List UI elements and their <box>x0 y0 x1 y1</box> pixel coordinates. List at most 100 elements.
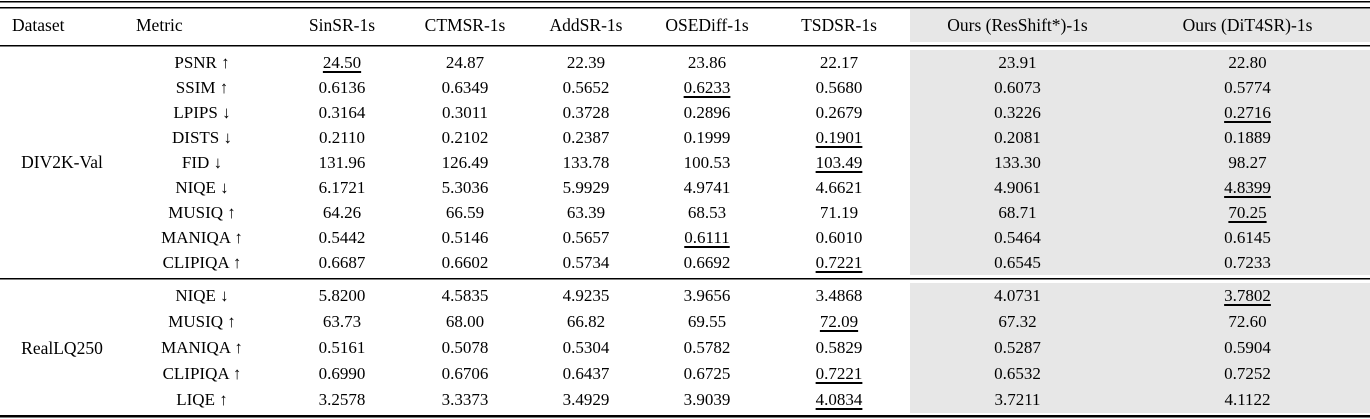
value-cell: 6.1721 <box>318 177 366 197</box>
value-cell: 0.6706 <box>441 364 489 383</box>
metric-label: PSNR ↑ <box>174 52 230 72</box>
value-cell: 68.71 <box>910 200 1125 225</box>
table-row: MANIQA ↑ 0.5442 0.5146 0.5657 0.6111 0.6010 0.… <box>0 225 1370 250</box>
value-cell: 0.7221 <box>815 364 863 383</box>
value-cell: 103.49 <box>815 152 863 172</box>
value-cell: 4.9235 <box>562 286 610 305</box>
value-cell: 22.80 <box>1125 50 1370 75</box>
value-cell: 63.39 <box>566 202 606 222</box>
value-cell: 0.6136 <box>318 77 366 97</box>
value-cell: 4.0731 <box>910 283 1125 309</box>
value-cell: 0.6602 <box>441 252 489 272</box>
value-cell: 0.6990 <box>318 364 366 383</box>
value-cell: 66.82 <box>566 312 606 331</box>
value-cell: 0.5829 <box>815 338 863 357</box>
value-cell: 131.96 <box>318 152 366 172</box>
value-cell: 0.3164 <box>318 102 366 122</box>
column-header-osediff-1s: OSEDiff-1s <box>665 15 749 35</box>
table-row: LPIPS ↓ 0.3164 0.3011 0.3728 0.2896 0.2679 0.3… <box>0 100 1370 125</box>
value-cell: 3.3373 <box>441 390 489 409</box>
column-header-tsdsr-1s: TSDSR-1s <box>801 15 877 35</box>
value-cell: 126.49 <box>441 152 489 172</box>
metric-label: LIQE ↑ <box>176 390 228 409</box>
value-cell: 100.53 <box>683 152 731 172</box>
value-cell: 22.17 <box>819 52 859 72</box>
column-header-sinsr-1s: SinSR-1s <box>308 15 376 35</box>
value-cell: 0.1889 <box>1125 125 1370 150</box>
table-header: Dataset Metric SinSR-1s CTMSR-1s AddSR-1s OSE… <box>0 0 1370 50</box>
value-cell: 0.5161 <box>318 338 366 357</box>
value-cell: 4.8399 <box>1125 175 1370 200</box>
header-rule <box>0 42 1370 50</box>
metric-label: MANIQA ↑ <box>161 227 243 247</box>
value-cell: 23.91 <box>910 50 1125 75</box>
value-cell: 0.2896 <box>683 102 731 122</box>
value-cell: 4.6621 <box>815 177 863 197</box>
value-cell: 0.3226 <box>910 100 1125 125</box>
metric-label: MUSIQ ↑ <box>168 202 236 222</box>
section-rule <box>0 275 1370 283</box>
metric-label: FID ↓ <box>181 152 223 172</box>
value-cell: 3.4929 <box>562 390 610 409</box>
value-cell: 5.3036 <box>441 177 489 197</box>
value-cell: 0.2679 <box>815 102 863 122</box>
column-header-metric: Metric <box>136 15 183 35</box>
value-cell: 0.7233 <box>1125 250 1370 275</box>
value-cell: 0.5078 <box>441 338 489 357</box>
value-cell: 0.5734 <box>562 252 610 272</box>
table-row: SSIM ↑ 0.6136 0.6349 0.5652 0.6233 0.5680 0.60… <box>0 75 1370 100</box>
column-header-dataset: Dataset <box>12 15 65 35</box>
value-cell: 4.0834 <box>815 390 863 409</box>
value-cell: 69.55 <box>687 312 727 331</box>
value-cell: 5.9929 <box>562 177 610 197</box>
value-cell: 24.50 <box>322 52 362 72</box>
value-cell: 0.5657 <box>562 227 610 247</box>
value-cell: 0.6010 <box>815 227 863 247</box>
value-cell: 0.5442 <box>318 227 366 247</box>
value-cell: 0.5904 <box>1125 335 1370 361</box>
value-cell: 66.59 <box>445 202 485 222</box>
value-cell: 0.5304 <box>562 338 610 357</box>
value-cell: 98.27 <box>1125 150 1370 175</box>
bottom-rule-line <box>0 413 1370 419</box>
value-cell: 0.6073 <box>910 75 1125 100</box>
header-rule-line <box>0 42 1370 50</box>
value-cell: 64.26 <box>322 202 362 222</box>
value-cell: 0.3011 <box>441 102 489 122</box>
value-cell: 0.5464 <box>910 225 1125 250</box>
value-cell: 133.78 <box>562 152 610 172</box>
value-cell: 70.25 <box>1125 200 1370 225</box>
value-cell: 72.60 <box>1125 309 1370 335</box>
value-cell: 4.1122 <box>1125 387 1370 413</box>
value-cell: 0.2102 <box>441 127 489 147</box>
column-header-addsr-1s: AddSR-1s <box>549 15 623 35</box>
value-cell: 0.5680 <box>815 77 863 97</box>
value-cell: 0.6145 <box>1125 225 1370 250</box>
value-cell: 5.8200 <box>318 286 366 305</box>
value-cell: 23.86 <box>687 52 727 72</box>
column-header-ctmsr-1s: CTMSR-1s <box>424 15 506 35</box>
value-cell: 0.2716 <box>1125 100 1370 125</box>
value-cell: 4.9741 <box>683 177 731 197</box>
value-cell: 0.6349 <box>441 77 489 97</box>
value-cell: 68.53 <box>687 202 727 222</box>
table-body: DIV2K-Val PSNR ↑ 24.50 24.87 22.39 23.86 22.17… <box>0 50 1370 419</box>
metric-label: NIQE ↓ <box>175 177 229 197</box>
metric-label: LPIPS ↓ <box>173 102 231 122</box>
value-cell: 0.2081 <box>910 125 1125 150</box>
table-row: DIV2K-Val PSNR ↑ 24.50 24.87 22.39 23.86 22.17… <box>0 50 1370 172</box>
metric-label: CLIPIQA ↑ <box>162 364 242 383</box>
value-cell: 0.7252 <box>1125 361 1370 387</box>
value-cell: 71.19 <box>819 202 859 222</box>
value-cell: 0.5782 <box>683 338 731 357</box>
value-cell: 0.5287 <box>910 335 1125 361</box>
value-cell: 0.6437 <box>562 364 610 383</box>
top-rule <box>0 0 1370 9</box>
dataset-label: RealLQ250 <box>21 337 103 358</box>
value-cell: 0.5652 <box>562 77 610 97</box>
metric-label: SSIM ↑ <box>175 77 229 97</box>
value-cell: 0.5146 <box>441 227 489 247</box>
value-cell: 3.4868 <box>815 286 863 305</box>
value-cell: 68.00 <box>445 312 485 331</box>
